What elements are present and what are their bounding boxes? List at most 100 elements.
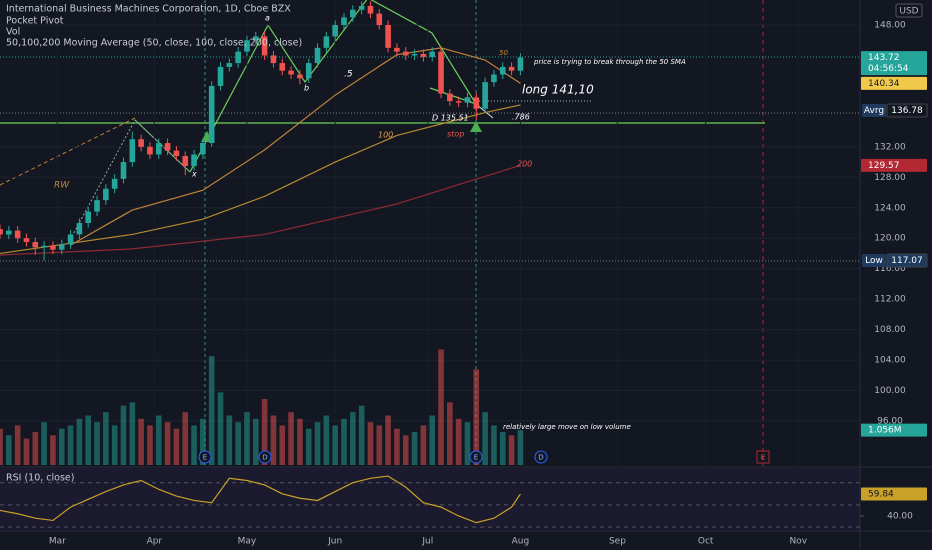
price-badge	[861, 158, 927, 172]
price-badge-label: 117.07	[891, 256, 923, 266]
candle-body	[323, 36, 330, 48]
rsi-tick-label: 40.00	[887, 511, 913, 521]
candle-body	[6, 230, 12, 235]
price-badge-label: 140.34	[868, 79, 900, 89]
volume-bar	[14, 425, 21, 465]
candle-body	[314, 47, 321, 64]
y-tick-label: 120.00	[874, 234, 906, 244]
y-tick-label: 108.00	[874, 325, 906, 335]
volume-bar	[244, 412, 250, 465]
x-tick-label: Nov	[789, 537, 807, 547]
candle-body	[270, 55, 277, 64]
event-marker	[198, 450, 212, 464]
volume-bar	[402, 435, 409, 465]
candle-body	[191, 154, 197, 166]
chart-title: International Business Machines Corporat…	[6, 4, 291, 15]
volume-bar	[517, 430, 524, 465]
candle-body	[279, 63, 286, 71]
candle-body	[32, 242, 39, 248]
candle-body	[367, 5, 374, 14]
volume-bar	[23, 438, 30, 465]
candle-body	[226, 63, 233, 67]
indicator: 50,100,200 Moving Average (50, close, 10…	[6, 38, 302, 49]
volume-bar	[164, 422, 171, 465]
badge-name-box	[862, 103, 886, 117]
volume-bar	[67, 425, 74, 465]
candle-body	[50, 245, 56, 250]
annotation: D 135.51	[432, 114, 469, 123]
candle-body	[499, 66, 506, 75]
volume-bar	[332, 425, 338, 465]
candle-body	[235, 51, 241, 64]
y-tick-label: 128.00	[874, 173, 906, 183]
candle-body	[288, 70, 294, 75]
volume-badge	[861, 423, 927, 437]
volume-bar	[447, 402, 453, 465]
y-tick-label: 104.00	[874, 356, 906, 366]
price-badge	[861, 51, 927, 76]
candle-body	[94, 200, 100, 212]
annotation: 200	[517, 160, 532, 169]
candle-body	[85, 211, 92, 223]
volume-bar	[508, 435, 515, 465]
y-tick-label: 124.00	[874, 203, 906, 213]
candle-body	[464, 97, 471, 103]
plot	[0, 1, 860, 528]
price-badge-label: 143.72	[868, 53, 900, 63]
volume-bar	[76, 418, 83, 465]
volume-bar	[217, 392, 224, 465]
moving-average	[0, 104, 521, 255]
volume-bar	[120, 405, 127, 465]
event-label: D	[262, 454, 267, 462]
x-tick-label: May	[238, 537, 257, 547]
volume-bar	[420, 425, 427, 465]
price-badge-label: 136.78	[891, 106, 923, 116]
volume-bar	[235, 422, 241, 465]
currency: USD	[899, 7, 918, 17]
moving-average	[0, 164, 521, 256]
candle-body	[217, 66, 224, 86]
annotation: b	[304, 84, 309, 93]
candle-body	[358, 5, 365, 10]
annotation: .786	[512, 113, 530, 122]
candle-body	[200, 143, 206, 155]
candle-body	[164, 143, 171, 151]
candle-body	[305, 63, 312, 79]
volume-bar	[58, 428, 65, 465]
event-marker	[534, 450, 548, 464]
volume-bar	[155, 415, 162, 465]
volume-bar	[376, 425, 383, 465]
rsi-line	[0, 475, 521, 524]
volume-bar	[94, 422, 100, 465]
candle-body	[111, 178, 118, 189]
badge-name-box	[862, 254, 886, 268]
event-marker	[756, 450, 770, 464]
volume-bar	[411, 432, 418, 465]
candle-body	[58, 244, 65, 250]
candle-body	[297, 74, 303, 79]
rsi-badge-label: 59.84	[868, 489, 894, 499]
x-tick-label: Jul	[421, 537, 433, 547]
candle-body	[41, 245, 47, 248]
candle-body	[376, 13, 383, 26]
rsi-pane	[0, 468, 860, 530]
volume-bar	[6, 435, 12, 465]
event-label: E	[474, 454, 478, 462]
indicator: Pocket Pivot	[6, 16, 64, 27]
volume-bar	[438, 349, 444, 465]
candle-body	[208, 85, 215, 144]
candle-body	[341, 17, 347, 26]
volume-bar	[288, 412, 294, 465]
signal-arrow	[470, 121, 482, 132]
volume-bar	[385, 415, 391, 465]
candle-body	[0, 229, 3, 235]
candle-body	[261, 36, 268, 56]
price-badge-label: 129.57	[868, 161, 900, 171]
y-tick-label: 112.00	[874, 295, 906, 305]
candle-body	[385, 25, 391, 48]
volume-bar	[491, 425, 497, 465]
candle-body	[447, 93, 453, 102]
x-tick-label: Jun	[327, 537, 342, 547]
rsi-title: RSI (10, close)	[6, 473, 74, 484]
